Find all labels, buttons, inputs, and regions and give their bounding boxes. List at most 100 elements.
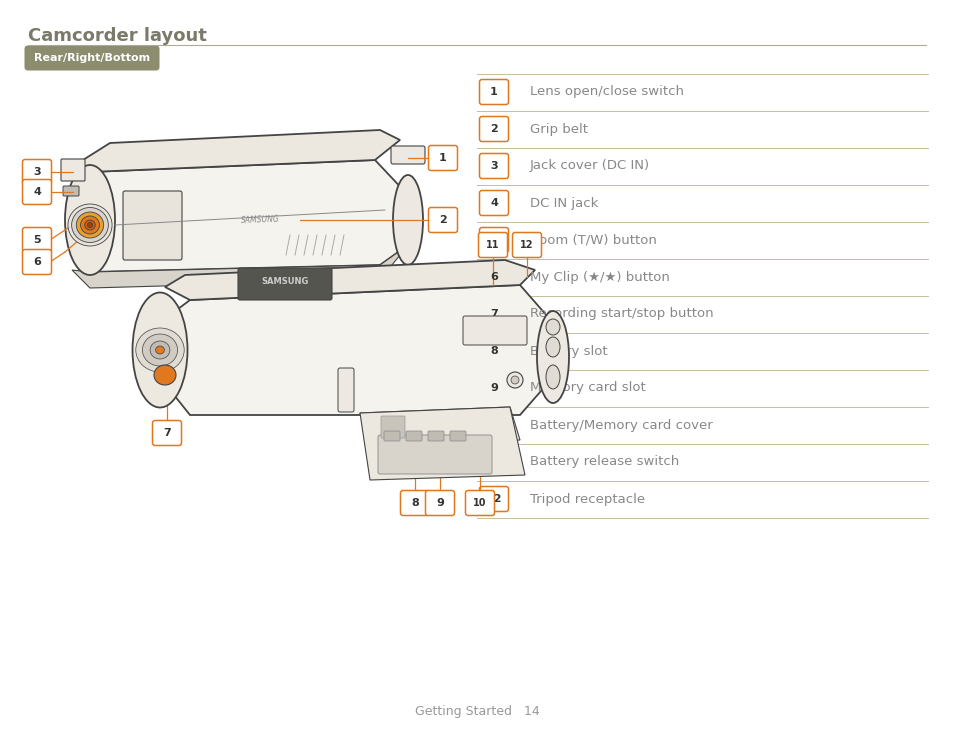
Ellipse shape (506, 372, 522, 388)
Text: 11: 11 (486, 457, 501, 467)
Ellipse shape (150, 341, 170, 359)
Ellipse shape (68, 204, 112, 246)
FancyBboxPatch shape (479, 450, 508, 474)
Ellipse shape (135, 328, 184, 372)
Polygon shape (165, 260, 535, 300)
FancyBboxPatch shape (425, 491, 454, 515)
Text: Grip belt: Grip belt (530, 123, 587, 136)
Text: 5: 5 (490, 235, 497, 245)
Text: Recording start/stop button: Recording start/stop button (530, 307, 713, 320)
Text: 9: 9 (490, 383, 497, 393)
Text: Jack cover (DC IN): Jack cover (DC IN) (530, 159, 649, 172)
Ellipse shape (393, 175, 422, 265)
FancyBboxPatch shape (377, 435, 492, 474)
FancyBboxPatch shape (479, 80, 508, 104)
Text: Getting Started   14: Getting Started 14 (415, 705, 538, 718)
Polygon shape (359, 407, 519, 447)
Text: 6: 6 (33, 257, 41, 267)
Text: 2: 2 (490, 124, 497, 134)
Polygon shape (71, 245, 408, 288)
Text: Battery release switch: Battery release switch (530, 456, 679, 469)
FancyBboxPatch shape (123, 191, 182, 260)
Text: 10: 10 (486, 420, 501, 430)
FancyBboxPatch shape (23, 250, 51, 274)
FancyBboxPatch shape (465, 491, 494, 515)
Text: Battery/Memory card cover: Battery/Memory card cover (530, 418, 712, 431)
Text: Rear/Right/Bottom: Rear/Right/Bottom (34, 53, 150, 63)
FancyBboxPatch shape (406, 431, 421, 441)
Text: Memory card slot: Memory card slot (530, 382, 645, 394)
Ellipse shape (76, 212, 104, 238)
FancyBboxPatch shape (479, 339, 508, 364)
Text: 8: 8 (411, 498, 418, 508)
FancyBboxPatch shape (479, 486, 508, 512)
Ellipse shape (155, 346, 164, 354)
Text: Lens open/close switch: Lens open/close switch (530, 85, 683, 99)
FancyBboxPatch shape (337, 368, 354, 412)
FancyBboxPatch shape (479, 153, 508, 179)
Text: 4: 4 (33, 187, 41, 197)
Text: Battery slot: Battery slot (530, 345, 607, 358)
FancyBboxPatch shape (479, 264, 508, 290)
Text: 7: 7 (163, 428, 171, 438)
Text: 2: 2 (438, 215, 446, 225)
Text: 1: 1 (438, 153, 446, 163)
Polygon shape (150, 285, 555, 415)
Text: SAMSUNG: SAMSUNG (240, 215, 279, 225)
Text: 12: 12 (486, 494, 501, 504)
FancyBboxPatch shape (391, 146, 424, 164)
Text: 12: 12 (519, 240, 533, 250)
FancyBboxPatch shape (479, 117, 508, 142)
Text: 10: 10 (473, 498, 486, 508)
Text: 8: 8 (490, 346, 497, 356)
FancyBboxPatch shape (479, 191, 508, 215)
Text: 6: 6 (490, 272, 497, 282)
FancyBboxPatch shape (479, 228, 508, 253)
Text: My Clip (★/★) button: My Clip (★/★) button (530, 271, 669, 283)
Text: DC IN jack: DC IN jack (530, 196, 598, 210)
Ellipse shape (65, 165, 115, 275)
FancyBboxPatch shape (23, 180, 51, 204)
FancyBboxPatch shape (462, 316, 526, 345)
Polygon shape (75, 160, 415, 272)
FancyBboxPatch shape (479, 375, 508, 401)
Text: 7: 7 (490, 309, 497, 319)
FancyBboxPatch shape (25, 45, 159, 71)
Ellipse shape (85, 220, 95, 230)
Ellipse shape (511, 376, 518, 384)
Text: 1: 1 (490, 87, 497, 97)
Text: SAMSUNG: SAMSUNG (261, 277, 309, 286)
FancyBboxPatch shape (450, 431, 465, 441)
Ellipse shape (537, 311, 568, 403)
FancyBboxPatch shape (428, 207, 457, 232)
Ellipse shape (142, 334, 177, 366)
FancyBboxPatch shape (479, 301, 508, 326)
FancyBboxPatch shape (428, 145, 457, 171)
Ellipse shape (545, 365, 559, 389)
FancyBboxPatch shape (237, 268, 332, 300)
FancyBboxPatch shape (23, 159, 51, 185)
Ellipse shape (88, 223, 92, 228)
Text: 5: 5 (33, 235, 41, 245)
Text: 4: 4 (490, 198, 497, 208)
Text: Zoom (T/W) button: Zoom (T/W) button (530, 234, 657, 247)
Text: 3: 3 (33, 167, 41, 177)
FancyBboxPatch shape (23, 228, 51, 253)
Ellipse shape (80, 216, 99, 234)
Ellipse shape (545, 319, 559, 335)
FancyBboxPatch shape (512, 232, 541, 258)
FancyBboxPatch shape (428, 431, 443, 441)
Text: 11: 11 (486, 240, 499, 250)
Ellipse shape (153, 365, 175, 385)
Text: 3: 3 (490, 161, 497, 171)
FancyBboxPatch shape (400, 491, 429, 515)
Ellipse shape (545, 337, 559, 357)
Text: 9: 9 (436, 498, 443, 508)
Polygon shape (359, 407, 524, 480)
FancyBboxPatch shape (63, 186, 79, 196)
Text: Tripod receptacle: Tripod receptacle (530, 493, 644, 505)
Ellipse shape (132, 293, 188, 407)
Polygon shape (75, 130, 399, 172)
FancyBboxPatch shape (61, 159, 85, 181)
FancyBboxPatch shape (380, 416, 405, 438)
